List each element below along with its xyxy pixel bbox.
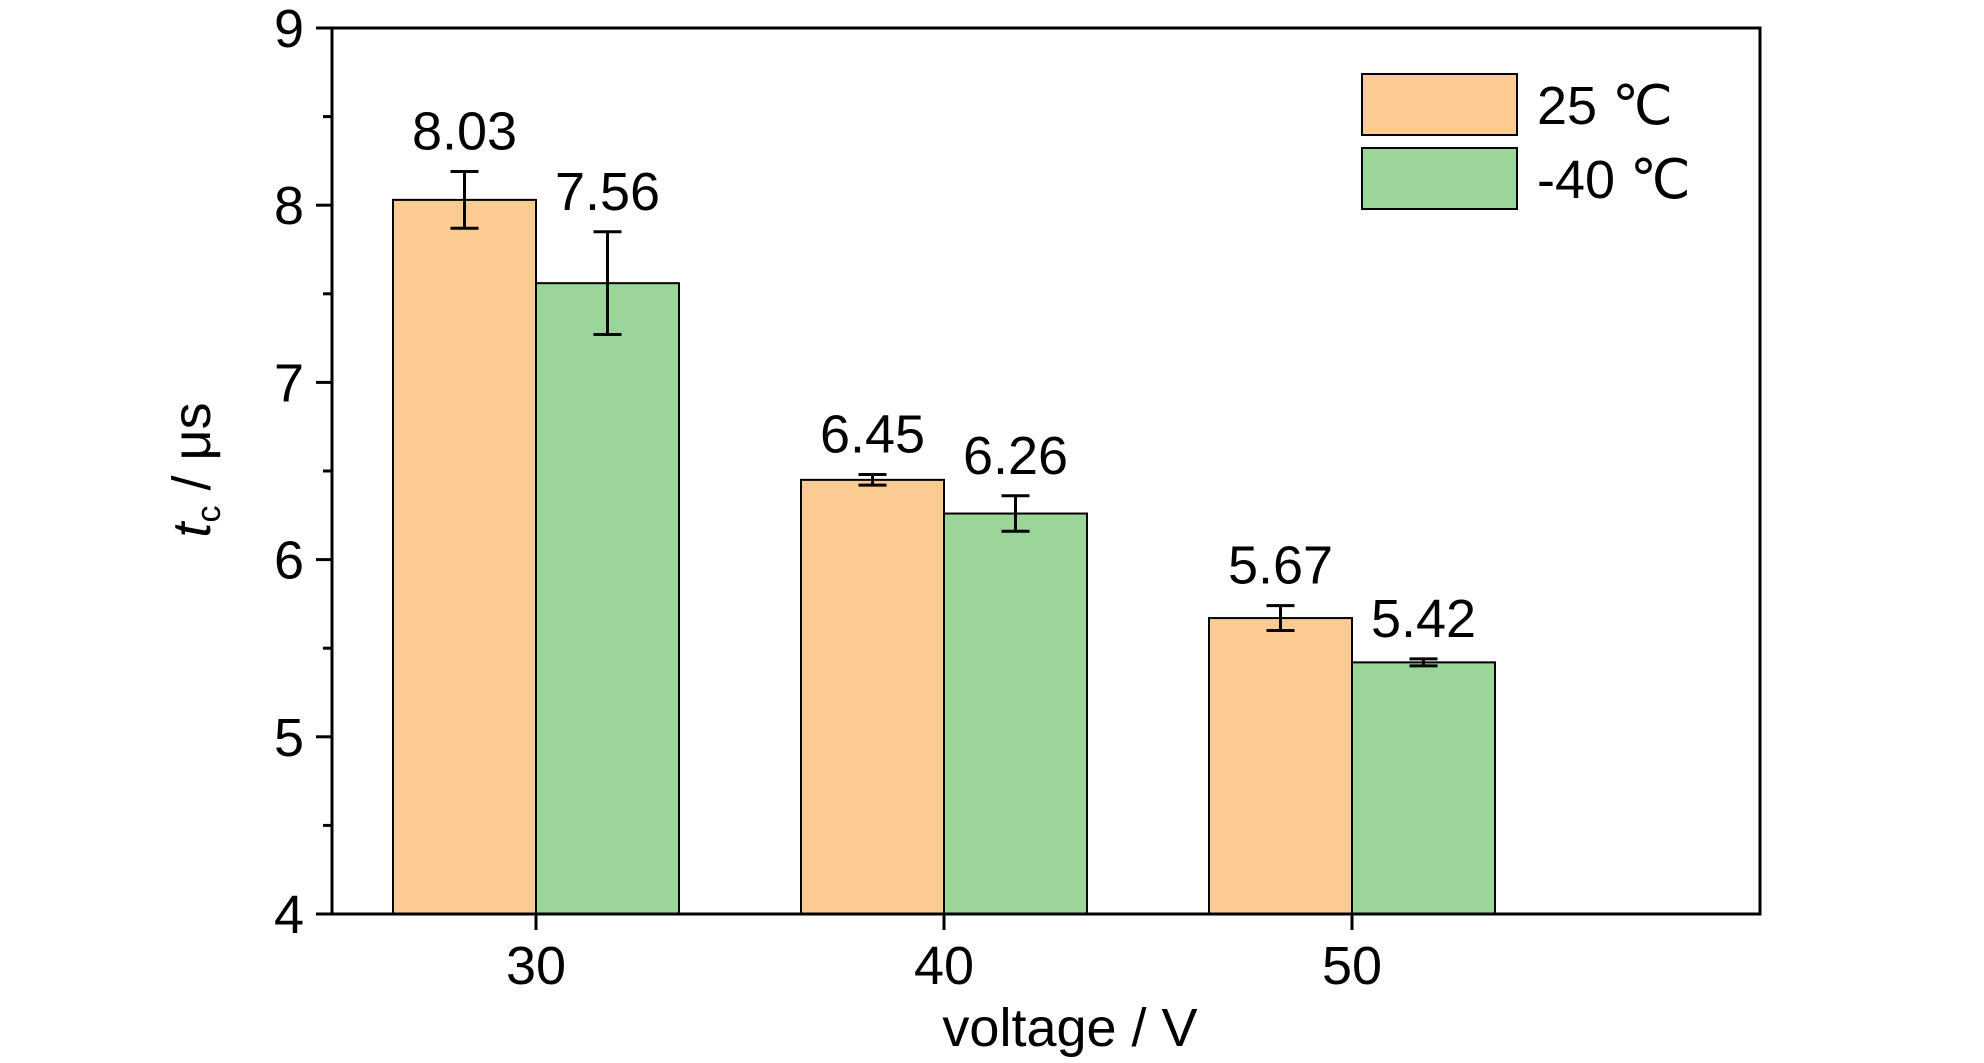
axis-layer: 30 40 50 4 5 6 7 8 9 (274, 0, 1382, 996)
bar-series2-50 (1351, 661, 1496, 915)
value-label-1-30: 7.56 (555, 162, 660, 222)
y-tick-label-4: 4 (274, 885, 304, 945)
x-tick-label-30: 30 (506, 936, 566, 996)
y-axis-title-symbol: t (162, 521, 222, 538)
legend: 25 ℃ -40 ℃ (1361, 73, 1691, 210)
legend-swatch-1 (1361, 73, 1518, 136)
x-tick-label-40: 40 (914, 936, 974, 996)
value-label-0-40: 6.45 (820, 405, 925, 465)
bar-series1-50 (1208, 617, 1353, 915)
value-label-0-50: 5.67 (1228, 536, 1333, 596)
legend-swatch-2 (1361, 147, 1518, 210)
y-tick-label-6: 6 (274, 531, 304, 591)
y-tick-label-9: 9 (274, 0, 304, 59)
x-tick-label-50: 50 (1322, 936, 1382, 996)
y-axis-title: tc / μs (162, 402, 228, 537)
value-label-1-50: 5.42 (1371, 589, 1476, 649)
bar-series1-30 (392, 198, 537, 916)
legend-label-2: -40 ℃ (1537, 150, 1691, 210)
value-label-0-30: 8.03 (412, 102, 517, 162)
legend-label-1: 25 ℃ (1537, 76, 1673, 136)
bar-series2-30 (535, 282, 680, 915)
y-tick-label-5: 5 (274, 708, 304, 768)
value-label-1-40: 6.26 (963, 426, 1068, 486)
bar-series1-40 (800, 478, 945, 915)
x-axis-title: voltage / V (942, 998, 1197, 1058)
y-tick-label-7: 7 (274, 353, 304, 413)
plot-layer: 8.03 7.56 6.45 6.26 5.67 5.42 (392, 102, 1496, 916)
y-tick-label-8: 8 (274, 176, 304, 236)
y-axis-title-subscript: c (190, 506, 228, 523)
bar-series2-40 (943, 512, 1088, 915)
y-axis-title-unit: / μs (162, 402, 222, 505)
